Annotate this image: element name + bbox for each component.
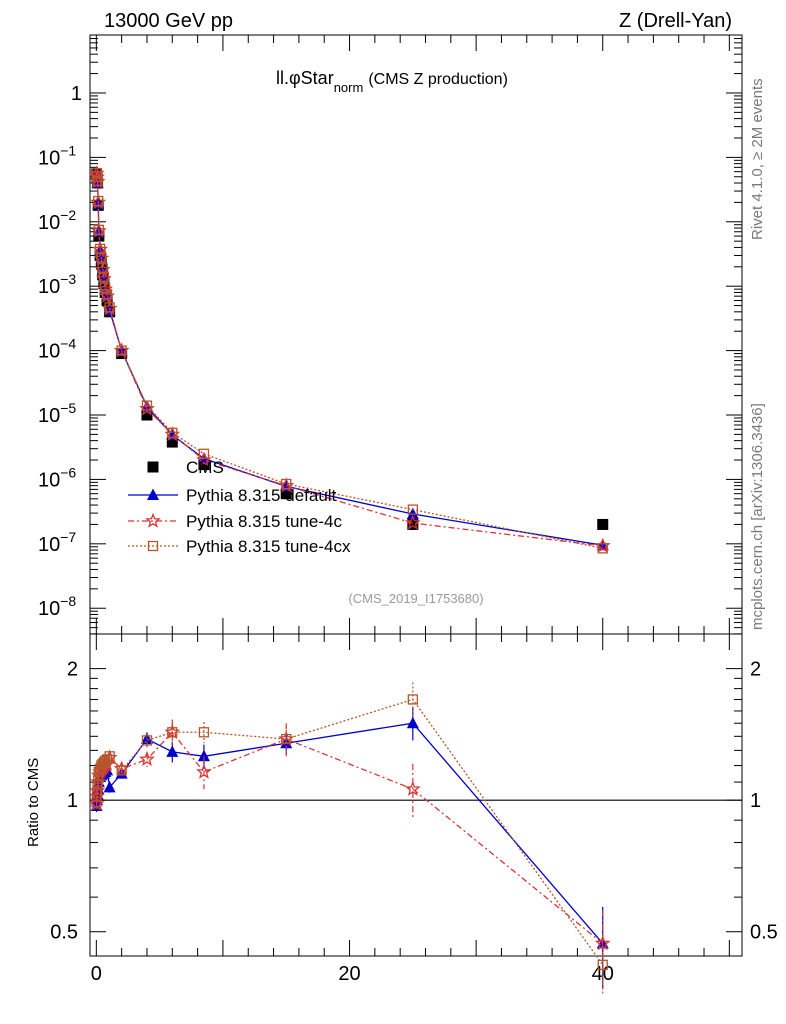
main-point-open-square (96, 252, 107, 263)
ratio-point-triangle (103, 780, 116, 793)
main-y-tick-label: 10−6 (38, 464, 76, 491)
ratio-x-tick-label: 20 (338, 963, 360, 985)
legend-label: Pythia 8.315 tune-4cx (186, 537, 351, 556)
ratio-series-line-2 (95, 698, 604, 966)
main-point-open-square (100, 282, 111, 293)
legend-label: Pythia 8.315 default (186, 486, 337, 505)
ratio-y-tick-label-left: 0.5 (50, 922, 78, 944)
ratio-panel-frame (89, 633, 743, 957)
main-point-open-square (93, 224, 105, 235)
main-axes: 1 10−1 10−2 10−3 10−4 10−5 10−6 10−7 10−8 (38, 35, 742, 635)
ratio-y-tick-label-left: 1 (67, 790, 78, 812)
header-left: 13000 GeV pp (104, 10, 233, 32)
main-point-open-square (93, 195, 104, 207)
ratio-point-star (404, 780, 421, 796)
ratio-point-open-square (93, 773, 104, 784)
main-series-line-3 (95, 173, 603, 550)
main-y-tick-label: 10−1 (38, 142, 76, 169)
main-y-tick-label: 10−4 (38, 336, 76, 363)
main-series-line-1 (95, 174, 603, 546)
main-y-tick-label: 10−5 (38, 400, 76, 427)
main-point-square (141, 409, 153, 421)
main-point-open-square (198, 448, 210, 459)
main-point-open-square (407, 504, 418, 515)
legend: CMS Pythia 8.315 default Pythia 8.315 tune… (128, 458, 351, 556)
main-point-open-square (281, 478, 292, 490)
main-point-square (597, 518, 609, 530)
ratio-point-star (139, 751, 155, 767)
ratio-point-star (594, 935, 611, 951)
ratio-point-open-square (91, 787, 103, 798)
ratio-point-open-square (597, 959, 608, 970)
main-series-line-2 (95, 173, 603, 547)
ratio-y-axis-label: Ratio to CMS (25, 758, 42, 847)
ratio-point-triangle (197, 749, 210, 762)
legend-label: CMS (186, 458, 224, 477)
main-y-tick-label: 10−8 (38, 593, 76, 620)
ratio-series (88, 682, 611, 995)
legend-marker (145, 512, 161, 528)
ratio-point-open-square (281, 733, 292, 745)
ratio-point-open-square (198, 727, 210, 738)
ratio-point-open-square (104, 751, 115, 762)
ratio-point-star (196, 763, 212, 779)
legend-marker (147, 488, 159, 500)
main-point-open-square (167, 427, 178, 438)
main-point-triangle (406, 507, 419, 520)
plot-title-group: ll.φStarnorm (CMS Z production) (276, 68, 508, 95)
plot-title-subscript: norm (334, 80, 364, 95)
main-point-open-square (141, 400, 153, 411)
main-y-tick-label: 1 (71, 83, 82, 105)
side-text-mcplots: mcplots.cern.ch [arXiv:1306.3436] (749, 403, 766, 630)
ratio-point-open-square (407, 694, 418, 705)
ratio-x-tick-label: 0 (91, 963, 102, 985)
ratio-point-open-square (141, 735, 153, 746)
main-point-square (198, 459, 210, 471)
ratio-y-tick-label-right: 0.5 (750, 922, 778, 944)
ratio-point-open-square (167, 727, 178, 738)
ratio-y-tick-label-right: 2 (750, 659, 761, 681)
ratio-point-triangle (115, 767, 128, 779)
main-point-open-square (98, 271, 110, 282)
plot-title-suffix: (CMS Z production) (368, 71, 508, 88)
ratio-point-open-square (116, 765, 127, 776)
ratio-point-open-square (98, 757, 110, 768)
legend-label: Pythia 8.315 tune-4c (186, 512, 342, 531)
main-point-open-square (116, 345, 127, 356)
main-y-tick-label: 10−3 (38, 271, 76, 298)
legend-marker-cms (147, 461, 159, 473)
ratio-y-tick-label-right: 1 (750, 790, 761, 812)
main-point-square (407, 518, 419, 530)
ratio-series-line-1 (95, 731, 604, 944)
side-text-rivet: Rivet 4.1.0, ≥ 2M events (749, 78, 766, 240)
ratio-y-tick-label-left: 2 (67, 659, 78, 681)
legend-marker (147, 540, 159, 552)
main-point-open-square (104, 302, 115, 313)
main-series (88, 165, 611, 554)
ratio-axes: 0 20 400.5 0.51 12 2 (50, 634, 778, 985)
plot-title: ll.φStar (276, 68, 334, 88)
main-y-tick-label: 10−2 (38, 207, 76, 234)
ratio-point-triangle (406, 716, 419, 729)
main-point-star (404, 514, 421, 530)
main-point-open-square (101, 289, 113, 300)
main-point-open-square (92, 175, 103, 187)
ratio-point-triangle (166, 745, 179, 757)
main-point-open-square (597, 543, 608, 554)
main-point-square (280, 488, 292, 500)
main-y-tick-label: 10−7 (38, 529, 76, 556)
main-point-square (166, 436, 178, 448)
watermark: (CMS_2019_I1753680) (348, 591, 483, 606)
header-right: Z (Drell-Yan) (619, 10, 732, 32)
ratio-point-open-square (101, 754, 113, 765)
ratio-point-open-square (92, 780, 103, 791)
